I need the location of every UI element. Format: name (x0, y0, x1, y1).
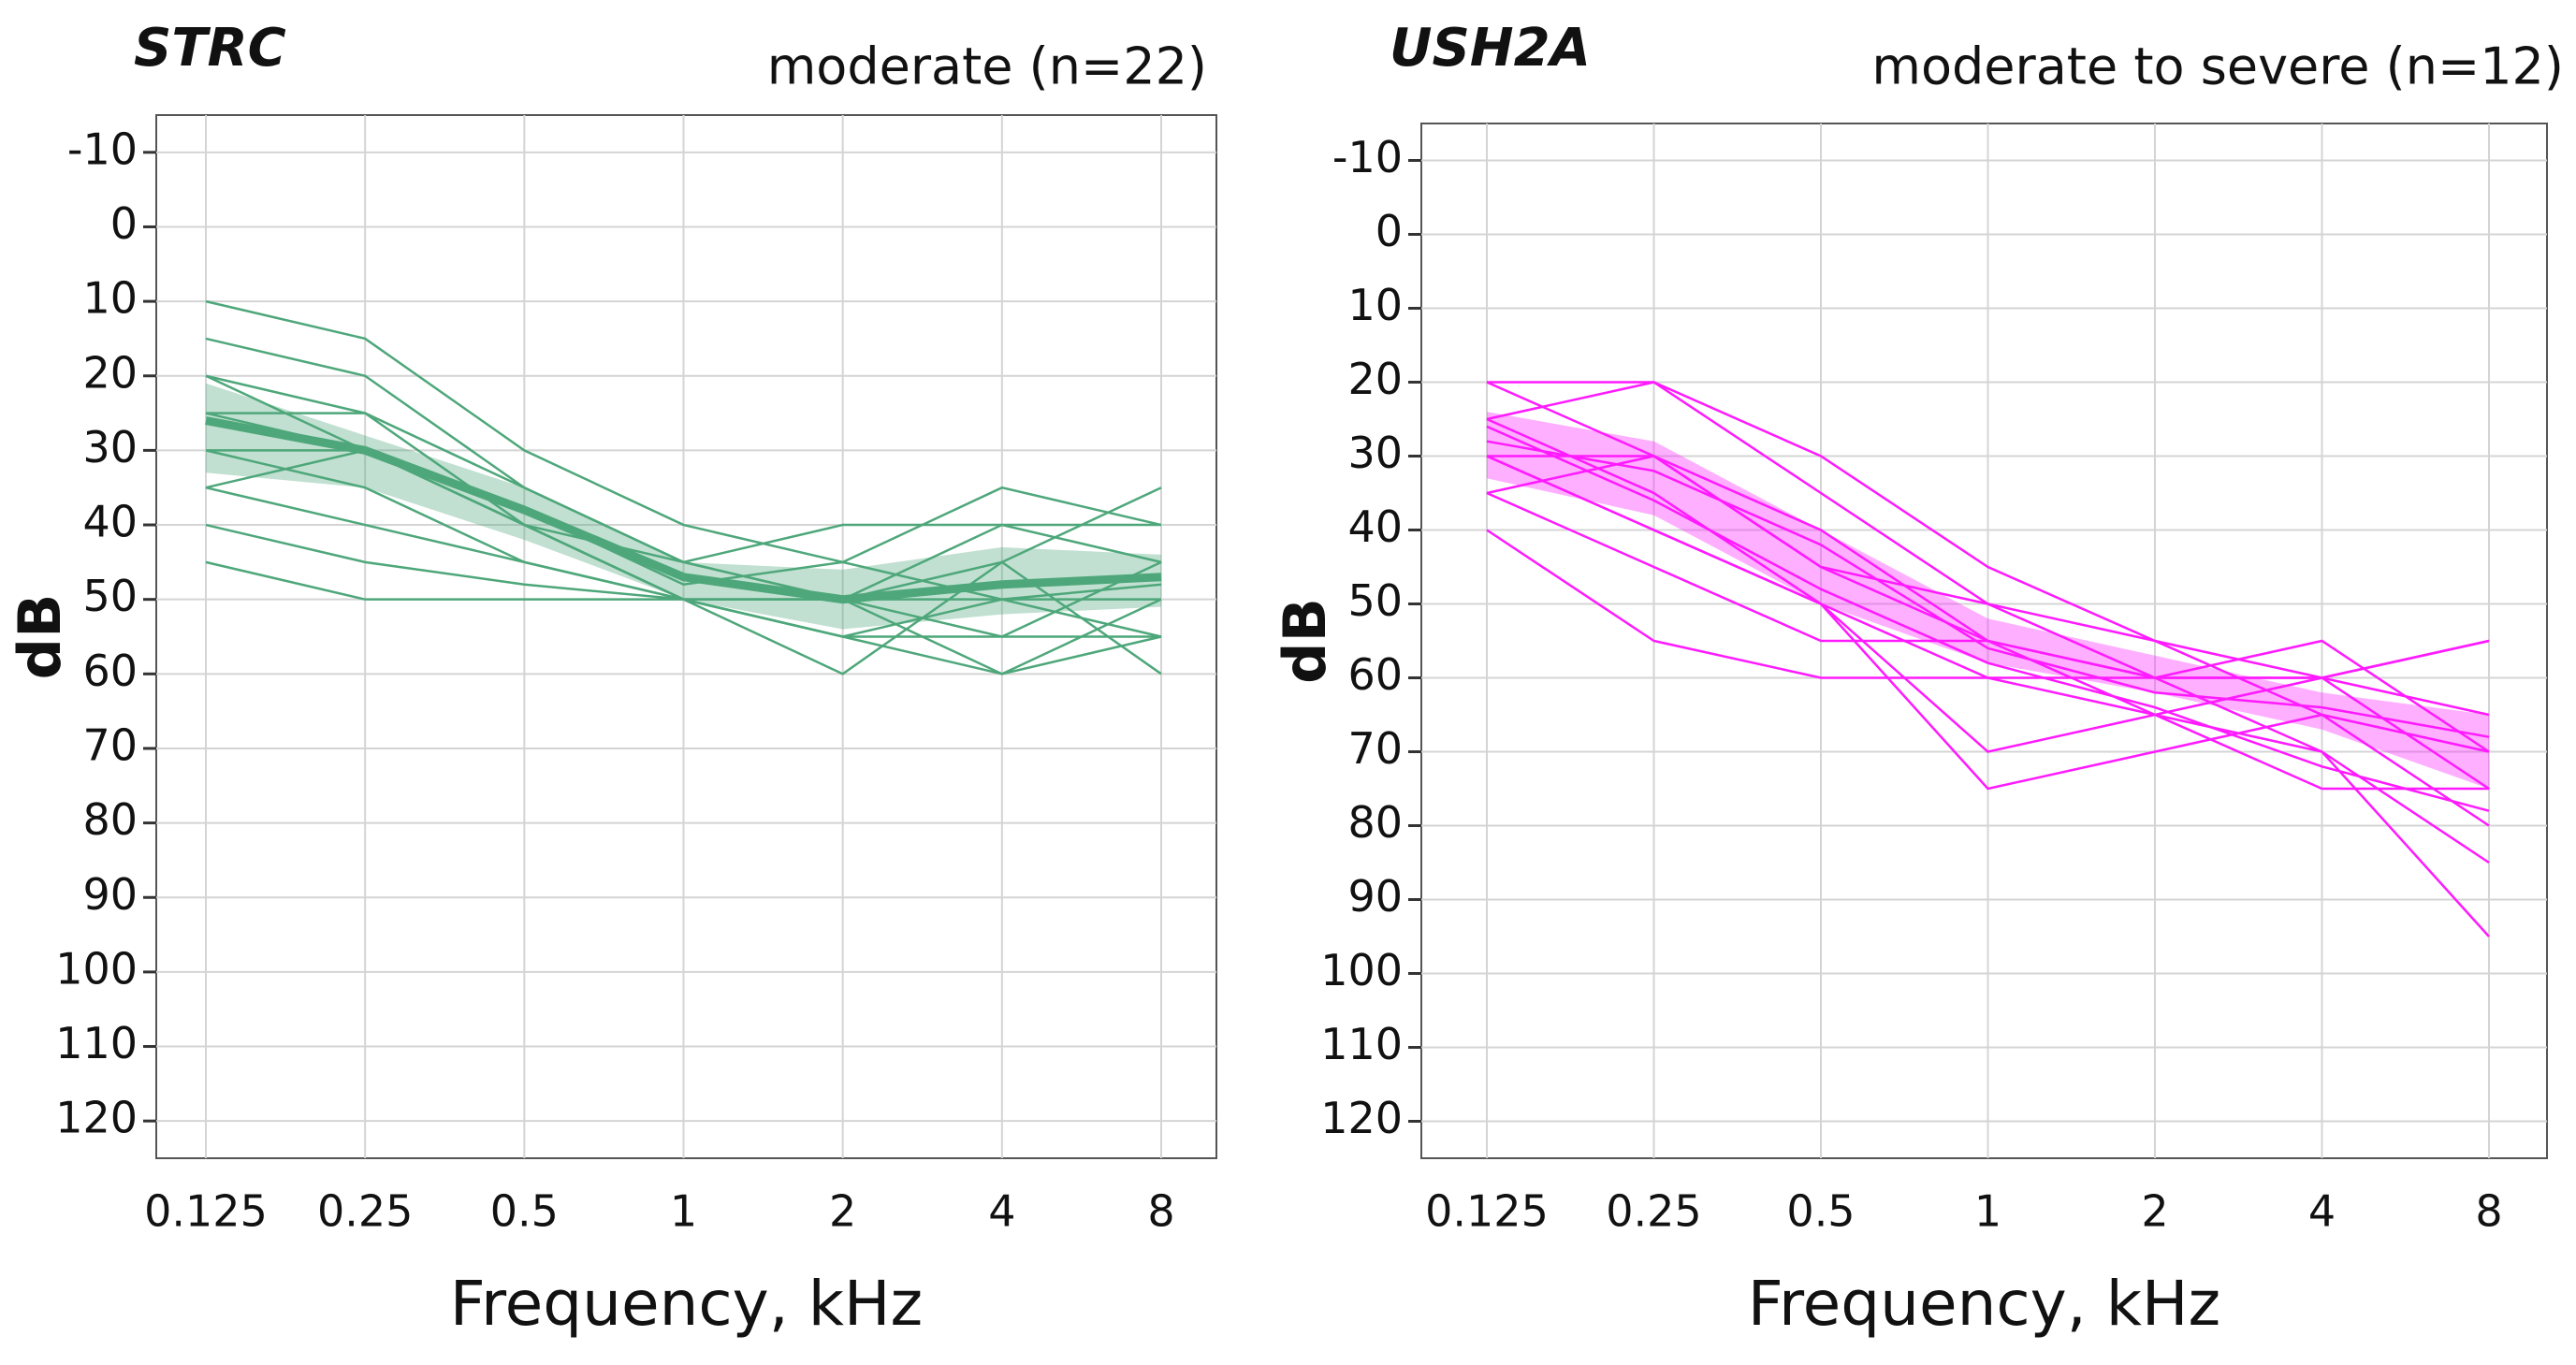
y-tick-label: 90 (1347, 871, 1403, 922)
y-tick-label: 30 (82, 422, 138, 472)
x-tick-label: 1 (670, 1186, 697, 1237)
y-tick-label: 120 (1320, 1093, 1403, 1143)
y-tick-label: 50 (82, 571, 138, 621)
line (1486, 440, 2490, 738)
x-tick-label: 8 (1147, 1186, 1174, 1237)
x-tick-label: 4 (2308, 1186, 2336, 1237)
y-tick-label: -10 (1332, 132, 1403, 182)
y-tick-label: 70 (1347, 723, 1403, 774)
y-tick-label: 90 (82, 869, 138, 920)
x-axis-label: Frequency, kHz (450, 1268, 923, 1340)
x-tick-label: 2 (2141, 1186, 2168, 1237)
chart-title: STRC (134, 18, 286, 79)
y-tick-label: 40 (82, 497, 138, 547)
x-tick-label: 0.125 (144, 1186, 268, 1237)
y-tick-label: 0 (110, 198, 138, 249)
y-tick-label: 100 (1320, 945, 1403, 995)
y-tick-label: 20 (82, 347, 138, 398)
y-tick-label: 60 (1347, 649, 1403, 700)
mean-line (205, 416, 1162, 604)
x-tick-label: 0.125 (1425, 1186, 1549, 1237)
line (205, 299, 1162, 564)
line (1486, 491, 2490, 937)
y-tick-label: 50 (1347, 575, 1403, 626)
y-tick-label: 120 (55, 1093, 138, 1143)
x-tick-label: 2 (829, 1186, 856, 1237)
y-tick-label: 60 (82, 646, 138, 696)
y-axis-label: dB (1271, 598, 1339, 684)
y-axis-label: dB (6, 594, 74, 680)
x-tick-label: 0.25 (1606, 1186, 1701, 1237)
line (206, 412, 1162, 675)
x-tick-label: 8 (2475, 1186, 2502, 1237)
y-tick-label: 10 (1347, 280, 1403, 330)
y-tick-label: 30 (1347, 428, 1403, 478)
chart-subtitle: moderate to severe (n=12) (1871, 37, 2564, 96)
y-tick-label: 70 (82, 719, 138, 770)
band (1487, 412, 2489, 789)
y-tick-label: 40 (1347, 501, 1403, 552)
chart-title: USH2A (1390, 18, 1591, 79)
y-tick-label: 10 (82, 273, 138, 324)
x-axis-label: Frequency, kHz (1748, 1268, 2220, 1340)
y-tick-label: -10 (67, 123, 138, 174)
x-tick-label: 0.25 (317, 1186, 413, 1237)
y-tick-label: 80 (1347, 797, 1403, 848)
x-tick-label: 0.5 (1786, 1186, 1855, 1237)
x-tick-label: 1 (1974, 1186, 2001, 1237)
y-tick-label: 110 (1320, 1019, 1403, 1069)
x-tick-label: 4 (988, 1186, 1015, 1237)
x-tick-label: 0.5 (490, 1186, 559, 1237)
y-tick-label: 110 (55, 1018, 138, 1068)
line (1486, 455, 2489, 791)
y-tick-label: 100 (55, 943, 138, 994)
chart-subtitle: moderate (n=22) (767, 37, 1207, 96)
line (1486, 381, 2490, 753)
y-tick-label: 0 (1375, 206, 1403, 256)
line (1486, 425, 2490, 812)
y-tick-label: 80 (82, 794, 138, 845)
y-tick-label: 20 (1347, 354, 1403, 404)
band (206, 383, 1161, 630)
